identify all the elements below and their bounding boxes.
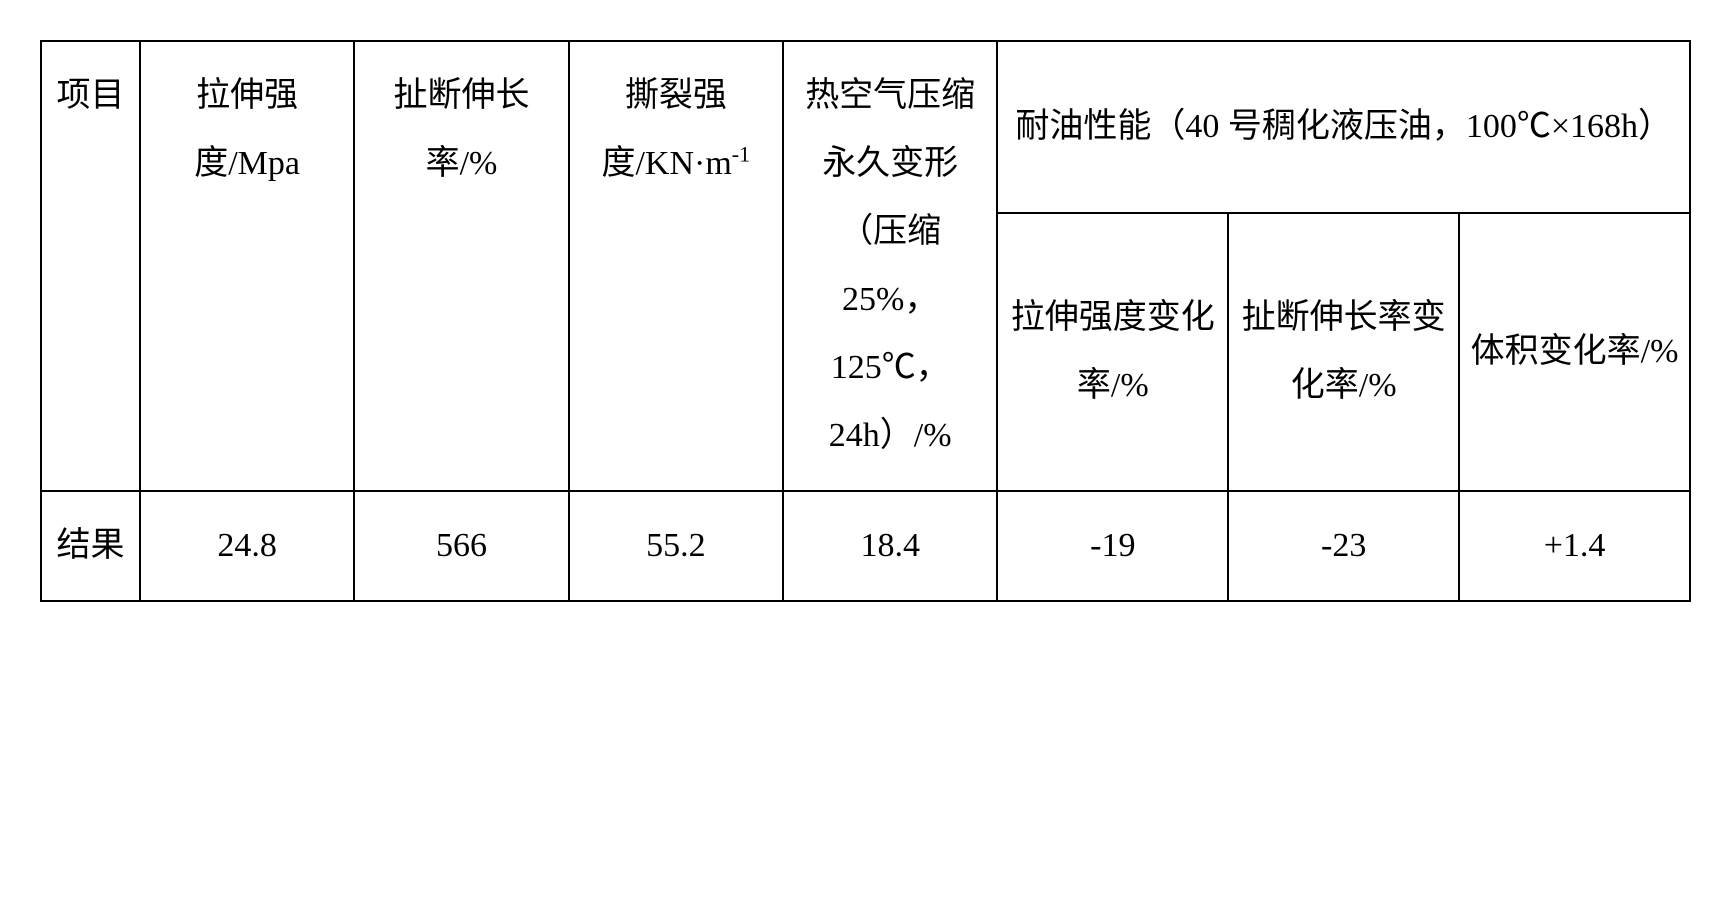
header-oil-vol: 体积变化率/%	[1459, 213, 1690, 491]
header-item: 项目	[41, 41, 140, 491]
results-tensile: 24.8	[140, 491, 354, 601]
results-oil-elong: -23	[1228, 491, 1459, 601]
header-tear-text: 撕裂强度/KN·m	[601, 77, 731, 182]
header-hotair-lower: （压缩25%，125℃，24h）/%	[829, 213, 952, 454]
header-oil-tensile: 拉伸强度变化率/%	[997, 213, 1228, 491]
header-tear-sup: -1	[732, 142, 750, 167]
header-tear: 撕裂强度/KN·m-1	[569, 41, 783, 491]
results-tear: 55.2	[569, 491, 783, 601]
results-elongation: 566	[354, 491, 568, 601]
results-oil-tensile: -19	[997, 491, 1228, 601]
header-hotair-upper: 热空气压缩永久变形	[805, 77, 975, 182]
header-hotair: 热空气压缩永久变形 （压缩25%，125℃，24h）/%	[783, 41, 997, 491]
results-hotair: 18.4	[783, 491, 997, 601]
header-row-1: 项目 拉伸强度/Mpa 扯断伸长率/% 撕裂强度/KN·m-1 热空气压缩永久变…	[41, 41, 1690, 213]
data-table: 项目 拉伸强度/Mpa 扯断伸长率/% 撕裂强度/KN·m-1 热空气压缩永久变…	[40, 40, 1691, 602]
results-label: 结果	[41, 491, 140, 601]
results-oil-vol: +1.4	[1459, 491, 1690, 601]
header-elongation: 扯断伸长率/%	[354, 41, 568, 491]
header-oil-elong: 扯断伸长率变化率/%	[1228, 213, 1459, 491]
results-row: 结果 24.8 566 55.2 18.4 -19 -23 +1.4	[41, 491, 1690, 601]
header-oil-group: 耐油性能（40 号稠化液压油，100℃×168h）	[997, 41, 1690, 213]
header-tensile: 拉伸强度/Mpa	[140, 41, 354, 491]
